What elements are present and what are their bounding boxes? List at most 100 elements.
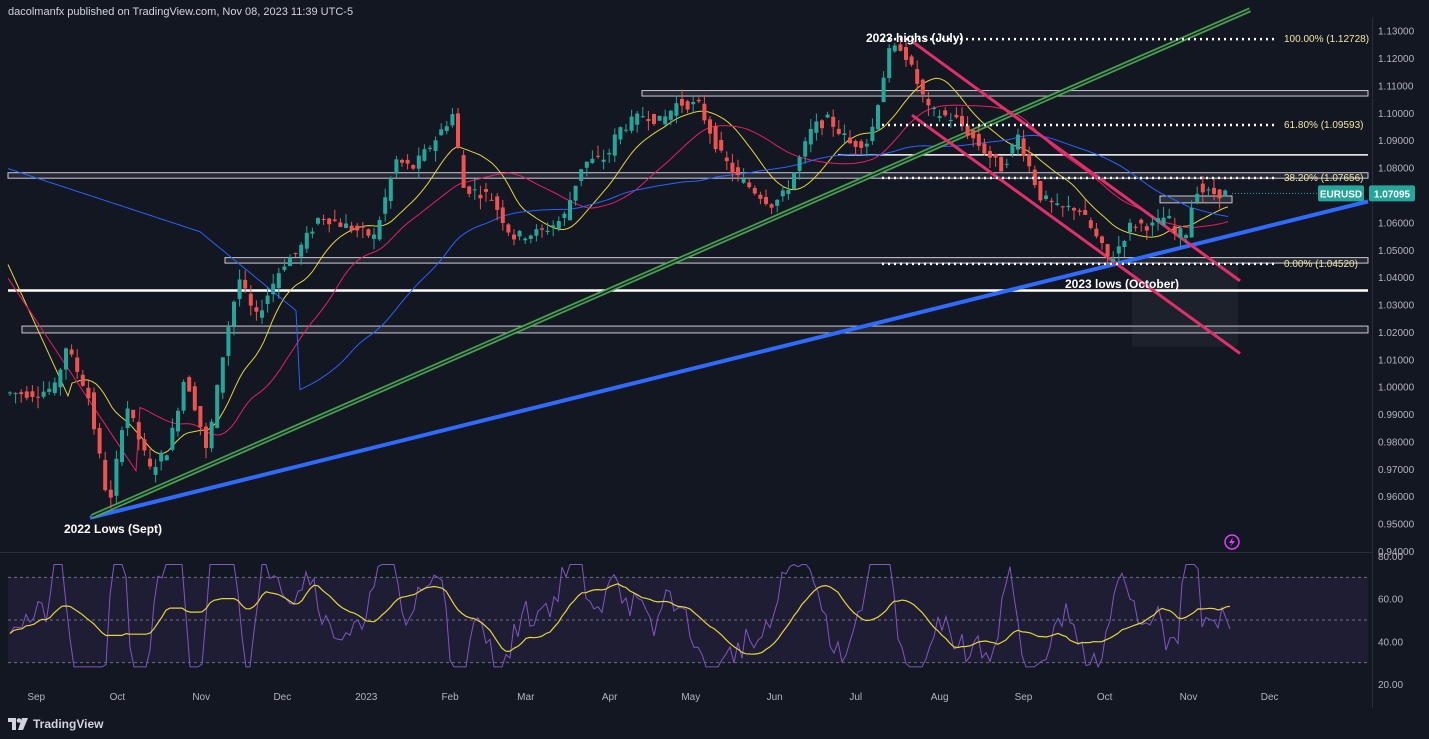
candle-body — [472, 189, 477, 191]
candle-body — [1206, 189, 1211, 191]
candle-body — [344, 223, 348, 228]
candle-body — [254, 307, 259, 312]
candle-body — [1038, 181, 1043, 201]
time-tick: Nov — [1180, 692, 1198, 703]
channel-lower — [911, 114, 1241, 355]
candle — [1184, 233, 1188, 244]
candle-body — [971, 130, 976, 139]
candle-body — [831, 116, 836, 127]
candle-body — [568, 200, 572, 221]
candle-body — [926, 98, 931, 106]
time-tick: Oct — [110, 692, 126, 703]
candle-body — [366, 229, 371, 236]
candle — [780, 186, 785, 202]
candle-body — [635, 113, 640, 125]
candle-body — [943, 110, 948, 116]
candle-body — [75, 357, 80, 372]
price-tick: 1.12000 — [1378, 54, 1415, 65]
candle-body — [80, 374, 85, 386]
candle — [1083, 199, 1088, 215]
candle-body — [304, 232, 309, 249]
candle-body — [534, 229, 539, 236]
candle — [584, 161, 589, 177]
candle-body — [988, 151, 992, 158]
candle-body — [842, 133, 847, 135]
candle — [517, 229, 522, 241]
candle-body — [1083, 210, 1088, 215]
price-tick: 1.05000 — [1378, 246, 1415, 257]
candle — [344, 214, 348, 229]
candle-body — [243, 279, 248, 289]
candle — [752, 185, 757, 196]
candle-body — [478, 194, 483, 199]
candle — [528, 234, 533, 244]
candle-body — [467, 186, 472, 194]
candle-body — [1172, 226, 1177, 234]
candle — [327, 217, 332, 233]
candle — [730, 153, 735, 182]
candle-body — [562, 213, 567, 218]
candle-body — [58, 369, 63, 388]
fib-label-1: 61.80% (1.09593) — [1284, 120, 1364, 131]
candle-body — [52, 382, 57, 394]
candle-body — [237, 279, 242, 300]
candle — [209, 418, 214, 453]
candle — [579, 168, 584, 187]
candle — [836, 120, 841, 136]
candle — [1189, 200, 1194, 238]
candle-body — [1223, 190, 1228, 197]
candle — [271, 273, 276, 303]
eurusd-chart[interactable]: 100.00% (1.12728) 61.80% (1.09593) 38.20% … — [0, 0, 1429, 710]
candle-body — [8, 392, 12, 394]
tradingview-logo[interactable]: TradingView — [8, 717, 103, 731]
resistance-zone-1 — [7, 172, 1369, 179]
candle-body — [13, 393, 18, 395]
candle — [170, 418, 175, 452]
candle — [909, 54, 914, 67]
candle-body — [500, 207, 505, 223]
lightning-icon-bolt — [1229, 537, 1235, 547]
price-axis-border — [1372, 18, 1373, 708]
candle-body — [999, 157, 1004, 172]
candle — [243, 270, 248, 294]
candle-body — [265, 295, 270, 305]
time-tick: Sep — [27, 692, 45, 703]
candle — [1116, 235, 1121, 264]
lightning-icon[interactable] — [1224, 534, 1240, 550]
candle — [248, 285, 253, 316]
candle — [377, 216, 382, 242]
candle-body — [36, 396, 40, 398]
lightning-icon-ring — [1224, 534, 1240, 550]
candle-body — [674, 103, 679, 116]
candle-body — [898, 44, 903, 51]
candle-body — [136, 422, 141, 440]
candle — [512, 229, 516, 246]
time-tick: Feb — [441, 692, 459, 703]
candle-body — [209, 421, 214, 449]
candle — [1178, 225, 1183, 248]
candle-body — [142, 439, 147, 451]
time-tick: Mar — [517, 692, 535, 703]
candle — [926, 91, 931, 116]
candle-body — [1032, 169, 1037, 186]
candle — [1027, 146, 1032, 173]
candle — [1200, 175, 1205, 203]
candle — [792, 171, 796, 191]
rsi-tick: 60.00 — [1378, 595, 1403, 606]
fib-label-2: 38.20% (1.07656) — [1284, 173, 1364, 184]
candle-body — [248, 293, 253, 306]
candle-body — [736, 167, 740, 176]
candle-body — [870, 126, 875, 142]
candle-body — [327, 218, 332, 225]
time-tick: Sep — [1015, 692, 1033, 703]
candle-body — [612, 134, 617, 156]
candle-body — [198, 406, 203, 428]
candle-body — [769, 204, 774, 208]
candle-body — [954, 114, 959, 118]
candle — [24, 385, 29, 401]
candle-body — [321, 219, 326, 221]
candle — [220, 357, 225, 400]
time-tick: Jul — [849, 692, 862, 703]
candle-body — [545, 230, 550, 232]
candle — [943, 107, 948, 118]
